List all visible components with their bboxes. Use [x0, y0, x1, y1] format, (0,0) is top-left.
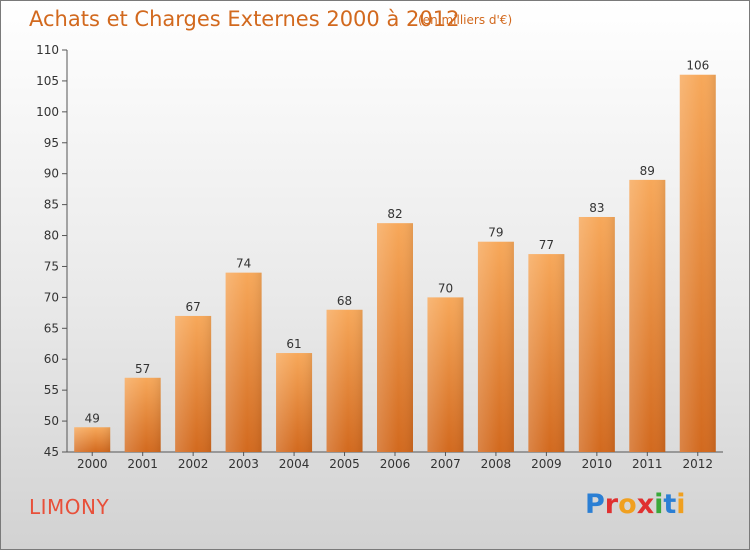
data-label: 49 — [85, 411, 100, 425]
data-label: 82 — [387, 207, 402, 221]
y-tick-label: 95 — [44, 136, 59, 150]
x-tick-label: 2005 — [329, 457, 360, 471]
x-tick-label: 2006 — [380, 457, 411, 471]
logo-letter: o — [618, 489, 637, 520]
x-tick-label: 2002 — [178, 457, 209, 471]
x-tick-label: 2012 — [682, 457, 713, 471]
y-tick-label: 65 — [44, 321, 59, 335]
x-tick-label: 2004 — [279, 457, 310, 471]
bar-shade — [427, 297, 464, 452]
logo-letter: r — [604, 489, 619, 520]
commune-name: LIMONY — [29, 495, 110, 519]
x-tick-label: 2001 — [127, 457, 158, 471]
data-label: 74 — [236, 257, 251, 271]
x-tick-label: 2007 — [430, 457, 461, 471]
data-label: 79 — [488, 226, 503, 240]
y-tick-label: 45 — [44, 445, 59, 459]
y-tick-label: 75 — [44, 259, 59, 273]
labels: 45 50 55 60 65 70 75 80 85 90 95 100 105 110 49 2000 57 2… — [36, 43, 713, 471]
bar-shade — [528, 254, 565, 452]
y-tick-label: 100 — [36, 105, 59, 119]
bar-shade — [74, 427, 111, 452]
data-label: 77 — [539, 238, 554, 252]
logo-letter: i — [676, 489, 686, 520]
bar-shade — [276, 353, 313, 452]
proxiti-logo: Proxiti — [585, 489, 686, 520]
data-label: 106 — [686, 59, 709, 73]
y-tick-label: 70 — [44, 290, 59, 304]
data-label: 67 — [186, 300, 201, 314]
y-tick-label: 85 — [44, 198, 59, 212]
bar-shade — [679, 74, 716, 452]
x-tick-label: 2003 — [228, 457, 259, 471]
data-label: 61 — [286, 337, 301, 351]
data-label: 89 — [640, 164, 655, 178]
logo-letter: P — [585, 489, 605, 520]
bar-shade — [629, 179, 666, 452]
x-tick-label: 2000 — [77, 457, 108, 471]
logo-letter: i — [654, 489, 664, 520]
x-tick-label: 2011 — [632, 457, 663, 471]
y-tick-label: 55 — [44, 383, 59, 397]
data-label: 68 — [337, 294, 352, 308]
bar-shade — [326, 309, 363, 452]
bar-shade — [477, 241, 514, 452]
y-tick-label: 60 — [44, 352, 59, 366]
y-tick-label: 50 — [44, 414, 59, 428]
x-tick-label: 2009 — [531, 457, 562, 471]
logo-letter: t — [663, 489, 677, 520]
y-tick-label: 110 — [36, 43, 59, 57]
data-label: 70 — [438, 281, 453, 295]
y-tick-label: 80 — [44, 229, 59, 243]
bar-shade — [225, 272, 262, 452]
y-tick-label: 90 — [44, 167, 59, 181]
x-tick-label: 2010 — [582, 457, 613, 471]
bar-shade — [124, 377, 161, 452]
y-tick-label: 105 — [36, 74, 59, 88]
bar-shade — [175, 315, 212, 452]
bars — [74, 74, 716, 452]
chart-title: Achats et Charges Externes 2000 à 2012 — [29, 7, 460, 31]
data-label: 83 — [589, 201, 604, 215]
data-label: 57 — [135, 362, 150, 376]
logo-letter: x — [636, 489, 655, 520]
chart-subtitle: (en milliers d'€) — [418, 13, 513, 27]
bar-shade — [578, 216, 615, 452]
x-tick-label: 2008 — [481, 457, 512, 471]
bar-shade — [377, 223, 413, 452]
